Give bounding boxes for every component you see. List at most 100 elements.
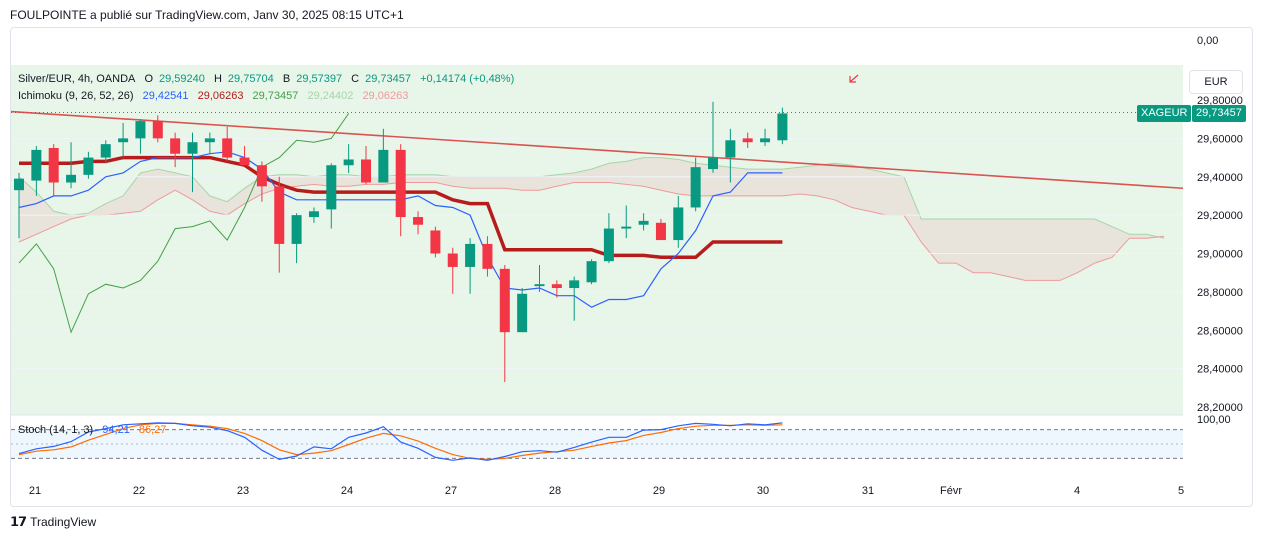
ichimoku-label: Ichimoku (9, 26, 52, 26) [18, 90, 134, 102]
candle-body [430, 230, 441, 254]
candle-body [31, 149, 42, 181]
candle [760, 128, 771, 147]
x-tick-label: 31 [862, 485, 874, 497]
trend-line [11, 110, 1184, 190]
tradingview-brand[interactable]: 𝟭𝟳 TradingView [10, 514, 96, 530]
candle [274, 176, 285, 273]
senkou-span-b [18, 182, 1165, 281]
candle [430, 226, 441, 258]
candle-body [517, 293, 528, 333]
candle [66, 142, 77, 189]
x-tick-label: 5 [1178, 485, 1184, 497]
candle-body [673, 207, 684, 241]
candle [517, 288, 528, 333]
currency-button[interactable]: EUR [1189, 70, 1243, 94]
candle-body [638, 220, 649, 225]
candle [31, 146, 42, 196]
y-tick-label: 28,80000 [1197, 287, 1243, 299]
candle [170, 132, 181, 168]
tradingview-logo-icon: 𝟭𝟳 [10, 514, 27, 529]
candle-body [569, 280, 580, 289]
candle-body [256, 165, 267, 187]
candle [187, 132, 198, 193]
legend-change: +0,14174 (+0,48%) [420, 73, 515, 85]
chart-frame[interactable]: 0,00 29,80000 29,60000 29,40000 29,20000 29,0… [10, 27, 1253, 507]
candle [482, 236, 493, 277]
candle-body [378, 149, 389, 183]
x-tick-label: Févr [940, 485, 962, 497]
arrow-annotation-icon [849, 74, 859, 83]
candle-body [118, 138, 129, 143]
candle [690, 157, 701, 212]
legend-ichimoku: Ichimoku (9, 26, 52, 26) 29,42541 29,062… [18, 90, 409, 102]
candle-body [222, 138, 233, 158]
stoch-tick-label: 100,00 [1197, 414, 1231, 426]
candle [638, 213, 649, 231]
candle [673, 195, 684, 248]
x-tick-label: 30 [757, 485, 769, 497]
y-tick-label: 0,00 [1197, 35, 1218, 47]
publish-header: FOULPOINTE a publié sur TradingView.com,… [10, 8, 404, 22]
x-tick-label: 21 [29, 485, 41, 497]
candle-body [603, 228, 614, 262]
candle-body [551, 284, 562, 289]
candle [378, 128, 389, 183]
price-pane-background [11, 65, 1183, 415]
legend-main: Silver/EUR, 4h, OANDA O 29,59240 H 29,7570… [18, 73, 515, 85]
candle [239, 146, 250, 166]
candle [413, 211, 424, 235]
candle [100, 140, 111, 164]
candle [534, 265, 545, 292]
candle [499, 265, 510, 383]
candle-body [274, 186, 285, 244]
candle-body [621, 226, 632, 229]
x-tick-label: 27 [445, 485, 457, 497]
chart-svg[interactable]: 0,00 29,80000 29,60000 29,40000 29,20000 29,0… [11, 28, 1252, 506]
ichimoku-cloud [19, 157, 1165, 281]
candle [777, 107, 788, 145]
candle [586, 259, 597, 285]
candle-body [291, 215, 302, 244]
candle-body [482, 243, 493, 269]
candle-body [742, 138, 753, 143]
candle [326, 163, 337, 229]
stoch-label: Stoch (14, 1, 3) [18, 424, 94, 436]
y-tick-label: 28,60000 [1197, 325, 1243, 337]
candle [465, 238, 476, 294]
candle-body [48, 147, 59, 183]
candle [725, 128, 736, 183]
candle [655, 218, 666, 241]
candle-body [326, 165, 337, 210]
candle-body [14, 178, 24, 191]
candle-body [308, 211, 319, 218]
candle-body [343, 159, 354, 166]
candle [447, 247, 458, 294]
candle [343, 144, 354, 173]
candle-body [152, 121, 163, 139]
senkou-span-a [18, 157, 1165, 239]
candle-body [465, 243, 476, 267]
candle-body [83, 157, 94, 175]
candle-body [760, 138, 771, 143]
x-tick-label: 24 [341, 485, 353, 497]
x-tick-label: 23 [237, 485, 249, 497]
y-tick-label: 29,80000 [1197, 95, 1243, 107]
y-tick-label: 29,00000 [1197, 249, 1243, 261]
candle-body [204, 138, 215, 143]
candle [308, 207, 319, 223]
candle [551, 280, 562, 298]
candle-body [361, 159, 371, 183]
legend-symbol: Silver/EUR, 4h, OANDA [18, 73, 136, 85]
candle [708, 101, 718, 173]
candle [621, 205, 632, 239]
y-tick-label: 28,20000 [1197, 402, 1243, 414]
y-tick-label: 28,40000 [1197, 364, 1243, 376]
candle-body [586, 261, 597, 283]
candle [83, 151, 94, 179]
x-tick-label: 28 [549, 485, 561, 497]
candle-body [777, 113, 788, 141]
candle-body [135, 121, 146, 139]
candle-body [708, 157, 718, 170]
symbol-tag: XAGEUR [1137, 105, 1192, 122]
candle [569, 276, 580, 321]
